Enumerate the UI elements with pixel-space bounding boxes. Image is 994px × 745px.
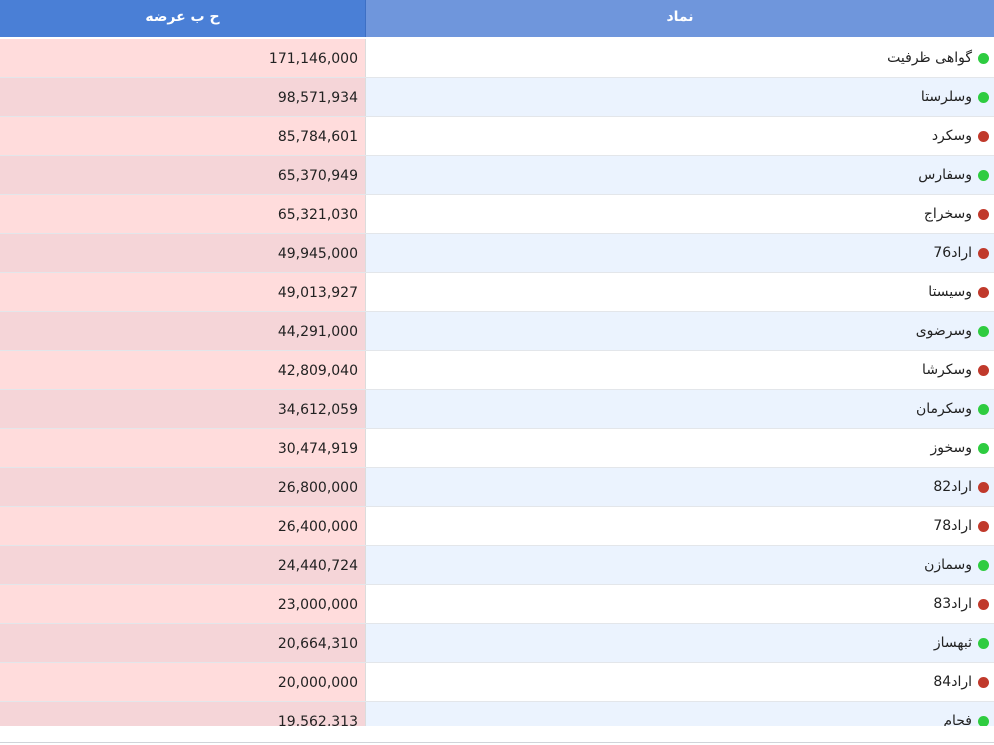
- bid-volume-cell: 30,474,919: [0, 429, 366, 467]
- bid-volume-cell: 26,800,000: [0, 468, 366, 506]
- table-row[interactable]: 20,664,310 ثبهساز: [0, 624, 994, 663]
- symbol-cell[interactable]: وسکرمان: [366, 390, 994, 428]
- symbol-cell[interactable]: اراد83: [366, 585, 994, 623]
- bid-volume-cell: 171,146,000: [0, 39, 366, 77]
- symbol-label: وسرضوی: [915, 323, 972, 339]
- status-down-dot-icon: [978, 676, 989, 688]
- symbol-cell[interactable]: وسرضوی: [366, 312, 994, 350]
- symbol-label: اراد82: [933, 479, 972, 495]
- status-up-dot-icon: [978, 442, 989, 454]
- table-row[interactable]: 65,370,949 وسفارس: [0, 156, 994, 195]
- symbol-cell[interactable]: وسکرشا: [366, 351, 994, 389]
- status-down-dot-icon: [978, 481, 989, 493]
- symbol-label: وسلرستا: [920, 89, 972, 105]
- status-up-dot-icon: [978, 52, 989, 64]
- table-header: ح ب عرضه نماد: [0, 0, 994, 37]
- symbol-cell[interactable]: وسفارس: [366, 156, 994, 194]
- bid-volume-cell: 42,809,040: [0, 351, 366, 389]
- symbol-label: اراد78: [933, 518, 972, 534]
- symbol-label: وسکرشا: [922, 362, 972, 378]
- table-row[interactable]: 30,474,919 وسخوز: [0, 429, 994, 468]
- symbol-cell[interactable]: اراد82: [366, 468, 994, 506]
- symbol-label: ثبهساز: [933, 635, 972, 651]
- symbol-label: اراد83: [933, 596, 972, 612]
- status-down-dot-icon: [978, 520, 989, 532]
- bid-volume-cell: 19,562,313: [0, 702, 366, 726]
- bid-volume-cell: 65,321,030: [0, 195, 366, 233]
- symbol-label: گواهی ظرفیت: [887, 50, 972, 66]
- table-row[interactable]: 24,440,724 وسمازن: [0, 546, 994, 585]
- symbol-cell[interactable]: اراد84: [366, 663, 994, 701]
- bid-volume-cell: 23,000,000: [0, 585, 366, 623]
- bid-volume-cell: 44,291,000: [0, 312, 366, 350]
- symbol-cell[interactable]: وسیستا: [366, 273, 994, 311]
- bid-volume-cell: 20,664,310: [0, 624, 366, 662]
- symbol-label: وسکرمان: [916, 401, 972, 417]
- symbol-cell[interactable]: فجام: [366, 702, 994, 726]
- grid-bottom-divider: [0, 742, 994, 743]
- symbol-cell[interactable]: گواهی ظرفیت: [366, 39, 994, 77]
- status-up-dot-icon: [978, 325, 989, 337]
- status-up-dot-icon: [978, 91, 989, 103]
- table-row[interactable]: 65,321,030 وسخراج: [0, 195, 994, 234]
- status-up-dot-icon: [978, 637, 989, 649]
- table-body: 171,146,000 گواهی ظرفیت 98,571,934 وسلرستا 8…: [0, 39, 994, 726]
- data-grid: ح ب عرضه نماد 171,146,000 گواهی ظرفیت 98,5…: [0, 0, 994, 726]
- table-row[interactable]: 26,800,000 اراد82: [0, 468, 994, 507]
- symbol-label: فجام: [943, 713, 972, 726]
- bid-volume-cell: 98,571,934: [0, 78, 366, 116]
- symbol-cell[interactable]: ثبهساز: [366, 624, 994, 662]
- symbol-label: اراد84: [933, 674, 972, 690]
- table-row[interactable]: 44,291,000 وسرضوی: [0, 312, 994, 351]
- bid-volume-cell: 65,370,949: [0, 156, 366, 194]
- table-row[interactable]: 85,784,601 وسکرد: [0, 117, 994, 156]
- status-down-dot-icon: [978, 208, 989, 220]
- symbol-cell[interactable]: وسخراج: [366, 195, 994, 233]
- table-row[interactable]: 171,146,000 گواهی ظرفیت: [0, 39, 994, 78]
- symbol-cell[interactable]: وسمازن: [366, 546, 994, 584]
- bid-volume-cell: 49,013,927: [0, 273, 366, 311]
- bid-volume-cell: 34,612,059: [0, 390, 366, 428]
- symbol-cell[interactable]: وسلرستا: [366, 78, 994, 116]
- table-row[interactable]: 20,000,000 اراد84: [0, 663, 994, 702]
- status-down-dot-icon: [978, 247, 989, 259]
- table-row[interactable]: 19,562,313 فجام: [0, 702, 994, 726]
- bid-volume-cell: 24,440,724: [0, 546, 366, 584]
- symbol-label: اراد76: [933, 245, 972, 261]
- symbol-label: وسیستا: [928, 284, 972, 300]
- symbol-cell[interactable]: اراد76: [366, 234, 994, 272]
- status-down-dot-icon: [978, 598, 989, 610]
- table-row[interactable]: 26,400,000 اراد78: [0, 507, 994, 546]
- symbol-label: وسخوز: [930, 440, 972, 456]
- bid-volume-cell: 20,000,000: [0, 663, 366, 701]
- table-row[interactable]: 23,000,000 اراد83: [0, 585, 994, 624]
- table-row[interactable]: 49,013,927 وسیستا: [0, 273, 994, 312]
- status-down-dot-icon: [978, 286, 989, 298]
- table-row[interactable]: 34,612,059 وسکرمان: [0, 390, 994, 429]
- status-up-dot-icon: [978, 715, 989, 726]
- bid-volume-cell: 49,945,000: [0, 234, 366, 272]
- bid-volume-cell: 85,784,601: [0, 117, 366, 155]
- symbol-cell[interactable]: وسکرد: [366, 117, 994, 155]
- column-header-symbol[interactable]: نماد: [366, 0, 994, 37]
- status-down-dot-icon: [978, 364, 989, 376]
- column-header-bid-volume[interactable]: ح ب عرضه: [0, 0, 366, 37]
- status-up-dot-icon: [978, 403, 989, 415]
- symbol-cell[interactable]: وسخوز: [366, 429, 994, 467]
- bid-volume-cell: 26,400,000: [0, 507, 366, 545]
- symbol-label: وسکرد: [931, 128, 972, 144]
- table-row[interactable]: 42,809,040 وسکرشا: [0, 351, 994, 390]
- symbol-cell[interactable]: اراد78: [366, 507, 994, 545]
- table-row[interactable]: 49,945,000 اراد76: [0, 234, 994, 273]
- symbol-label: وسفارس: [918, 167, 972, 183]
- status-up-dot-icon: [978, 169, 989, 181]
- symbol-label: وسمازن: [924, 557, 972, 573]
- table-row[interactable]: 98,571,934 وسلرستا: [0, 78, 994, 117]
- status-up-dot-icon: [978, 559, 989, 571]
- symbol-label: وسخراج: [923, 206, 972, 222]
- status-down-dot-icon: [978, 130, 989, 142]
